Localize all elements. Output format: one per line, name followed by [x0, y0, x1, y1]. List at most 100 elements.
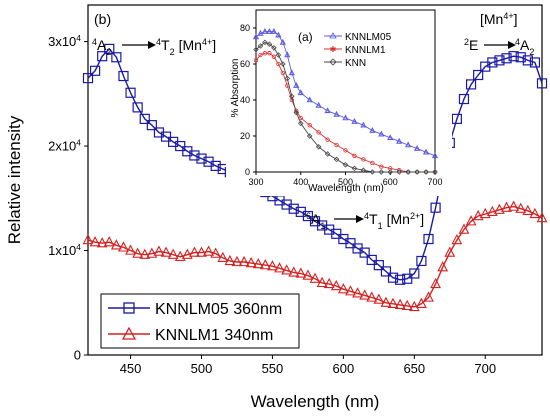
- data-point: [111, 52, 122, 63]
- data-point: [373, 260, 384, 271]
- anno-to-base: T: [369, 211, 378, 227]
- data-point: [302, 269, 314, 280]
- data-point: [315, 101, 322, 108]
- anno-label-end: ]: [212, 37, 216, 53]
- data-point: [295, 267, 307, 278]
- data-point: [437, 261, 449, 272]
- panel-label-b: (b): [94, 11, 111, 27]
- data-point: [275, 31, 282, 38]
- data-point: [261, 27, 269, 34]
- inset-legend-marker-knn: [329, 58, 337, 66]
- data-point: [479, 207, 491, 219]
- inset-legend-marker-knnlm05: [329, 32, 337, 39]
- y-tick-label: 0: [245, 167, 250, 177]
- data-point: [302, 210, 314, 222]
- legend-marker-knnlm05: [123, 302, 135, 314]
- data-point: [465, 79, 477, 90]
- data-point: [494, 203, 505, 214]
- data-point: [82, 73, 94, 84]
- anno-to-pre: 4: [364, 211, 369, 221]
- data-point: [515, 202, 527, 213]
- data-point: [196, 153, 207, 164]
- data-point: [125, 87, 136, 98]
- data-point: [416, 255, 427, 267]
- data-point: [284, 75, 291, 82]
- data-point: [422, 148, 430, 155]
- inset-legend-label-knnlm1: KNNLM1: [345, 45, 386, 56]
- data-point: [316, 276, 328, 288]
- x-tick-label: 600: [333, 361, 355, 376]
- data-point: [405, 169, 411, 175]
- svg-text:4A2: 4A2: [92, 37, 111, 57]
- data-point: [387, 297, 399, 308]
- svg-text:4T2[Mn4+]: 4T2 [Mn4+]: [156, 37, 216, 57]
- data-point: [96, 237, 108, 248]
- data-point: [252, 257, 264, 269]
- data-point: [423, 233, 434, 245]
- y-tick-label: 40: [240, 95, 250, 105]
- data-point: [266, 41, 273, 47]
- anno-to-base: T: [161, 37, 170, 53]
- inset-axes: 300 400 500 600 700 0 20 40 60 80: [240, 23, 443, 187]
- data-point: [132, 102, 143, 113]
- x-tick-label: 700: [427, 177, 442, 187]
- data-point: [396, 169, 402, 175]
- data-point: [146, 247, 158, 258]
- data-point: [473, 69, 484, 81]
- svg-text:2E: 2E: [464, 37, 478, 53]
- annotation-mn4-left: 4A2 4T2 [Mn4+]: [92, 37, 216, 57]
- data-point: [333, 110, 340, 117]
- data-point: [370, 160, 375, 166]
- data-point: [279, 38, 286, 45]
- data-point: [245, 256, 257, 268]
- data-point: [118, 241, 129, 252]
- data-point: [352, 153, 357, 158]
- panel-label-a: (a): [298, 30, 313, 44]
- inset-legend-marker-knnlm1: ✱: [330, 45, 337, 54]
- data-point: [132, 247, 144, 258]
- data-point: [409, 268, 420, 279]
- data-point: [378, 169, 385, 175]
- data-point: [451, 233, 463, 245]
- data-point: [380, 296, 392, 307]
- data-point: [280, 61, 286, 67]
- data-point: [359, 247, 370, 258]
- data-point: [508, 200, 520, 211]
- svg-text:[Mn4+]: [Mn4+]: [480, 11, 518, 27]
- data-point: [189, 150, 200, 161]
- data-point: [174, 250, 186, 261]
- x-tick-label: 400: [293, 177, 308, 187]
- y-tick-label: 80: [240, 23, 250, 33]
- data-point: [494, 55, 505, 66]
- data-point: [267, 51, 272, 56]
- data-point: [387, 272, 399, 283]
- data-point: [284, 51, 291, 58]
- data-point: [118, 70, 129, 82]
- data-point: [334, 142, 339, 148]
- data-point: [181, 248, 193, 259]
- data-point: [293, 81, 300, 88]
- inset-legend-label-knnlm05: KNNLM05: [345, 32, 392, 43]
- data-point: [315, 144, 322, 150]
- data-point: [188, 246, 200, 257]
- data-point: [325, 137, 330, 142]
- x-tick-label: 500: [338, 177, 353, 187]
- data-point: [288, 266, 300, 277]
- data-point: [331, 228, 342, 239]
- y-tick-label: 0: [74, 348, 81, 363]
- data-point: [352, 287, 363, 298]
- data-point: [306, 133, 313, 139]
- data-point: [444, 246, 456, 257]
- data-point: [316, 130, 321, 135]
- data-point: [360, 121, 367, 128]
- anno-pre: 2: [464, 37, 469, 47]
- data-point: [160, 131, 172, 142]
- data-point: [380, 266, 392, 277]
- data-point: [402, 273, 413, 284]
- data-point: [405, 141, 412, 148]
- data-point: [297, 120, 304, 127]
- data-point: [333, 156, 340, 163]
- data-point: [369, 126, 376, 133]
- svg-text:4A2: 4A2: [515, 37, 534, 57]
